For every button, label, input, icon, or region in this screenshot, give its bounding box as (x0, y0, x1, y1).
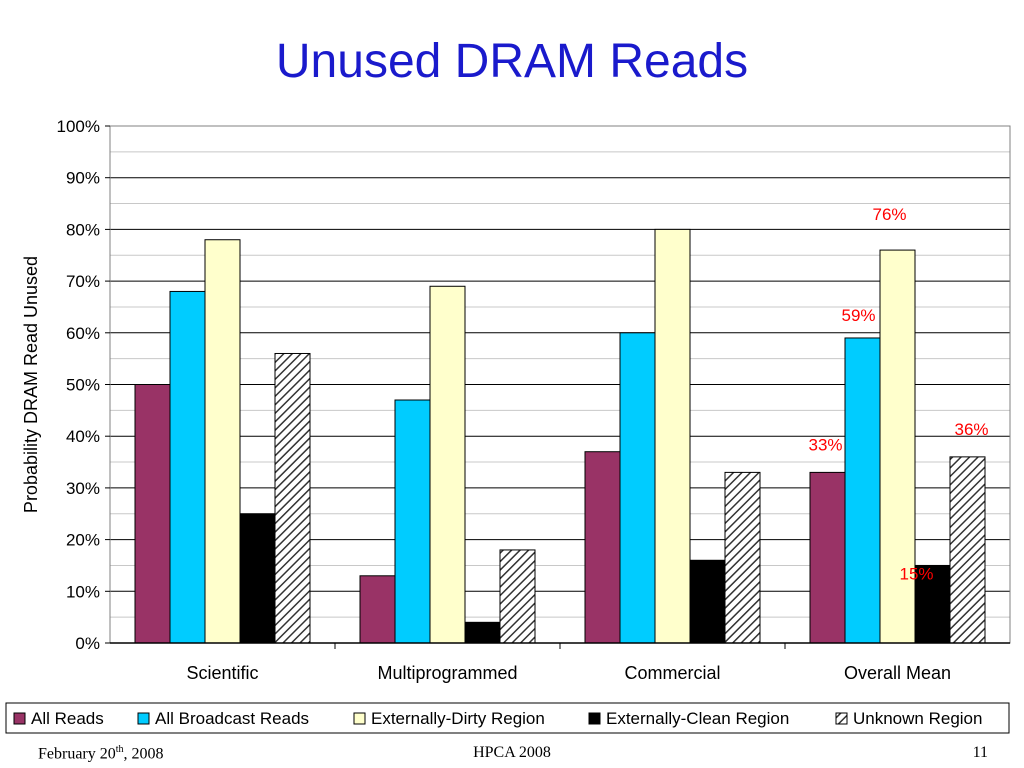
bar-all-broadcast-reads (169, 290, 206, 644)
legend-swatch (13, 712, 26, 725)
data-label: 36% (954, 420, 988, 439)
slide-title: Unused DRAM Reads (275, 35, 749, 88)
data-label: 33% (808, 435, 842, 454)
bar-all-broadcast-reads (394, 399, 431, 644)
legend-label: Externally-Clean Region (606, 709, 789, 728)
bar-unknown-region (724, 471, 761, 644)
y-tick-label: 60% (66, 324, 100, 343)
bar-all-broadcast-reads (844, 337, 881, 644)
y-tick-label: 10% (66, 582, 100, 601)
legend-label: Unknown Region (853, 709, 982, 728)
y-axis-label: Probability DRAM Read Unused (21, 256, 41, 513)
x-tick-label: Overall Mean (844, 663, 951, 683)
bar-all-reads (134, 384, 171, 644)
bar-externally-clean-region (239, 513, 276, 644)
legend-label: All Reads (31, 709, 104, 728)
data-label: 59% (841, 306, 875, 325)
bar-externally-clean-region (914, 564, 951, 644)
legend-swatch (137, 712, 150, 725)
x-tick-label: Commercial (624, 663, 720, 683)
y-tick-label: 80% (66, 220, 100, 239)
bar-chart: 0% 10% 20% 30% 40% 50% 60% 70% 80% 90% 100% Probabi… (5, 117, 1011, 734)
y-tick-label: 0% (75, 634, 100, 653)
bar-externally-dirty-region (879, 249, 916, 644)
legend-swatch (588, 712, 601, 725)
bar-unknown-region (499, 549, 536, 644)
y-tick-label: 70% (66, 272, 100, 291)
bar-externally-clean-region (464, 621, 501, 644)
legend-label: Externally-Dirty Region (371, 709, 545, 728)
legend-swatch (835, 712, 848, 725)
bar-externally-dirty-region (429, 285, 466, 644)
bar-unknown-region (274, 352, 311, 644)
data-label: 15% (899, 564, 933, 583)
y-tick-label: 20% (66, 531, 100, 550)
bar-externally-clean-region (689, 559, 726, 644)
bar-all-reads (584, 451, 621, 644)
y-tick-label: 100% (57, 117, 100, 136)
legend-swatch (353, 712, 366, 725)
footer-conference: HPCA 2008 (473, 744, 551, 761)
y-tick-label: 50% (66, 376, 100, 395)
bar-unknown-region (949, 456, 986, 644)
bar-all-broadcast-reads (619, 332, 656, 644)
footer-page-number: 11 (972, 744, 988, 761)
bar-all-reads (809, 471, 846, 644)
footer-date: February 20th, 2008 (38, 744, 164, 763)
bar-externally-dirty-region (204, 239, 241, 644)
y-tick-label: 40% (66, 427, 100, 446)
x-tick-label: Multiprogrammed (377, 663, 517, 683)
y-tick-label: 30% (66, 479, 100, 498)
legend-label: All Broadcast Reads (155, 709, 309, 728)
data-label: 76% (872, 205, 906, 224)
bar-all-reads (359, 575, 396, 644)
bar-externally-dirty-region (654, 228, 691, 644)
x-tick-label: Scientific (186, 663, 258, 683)
y-tick-label: 90% (66, 169, 100, 188)
